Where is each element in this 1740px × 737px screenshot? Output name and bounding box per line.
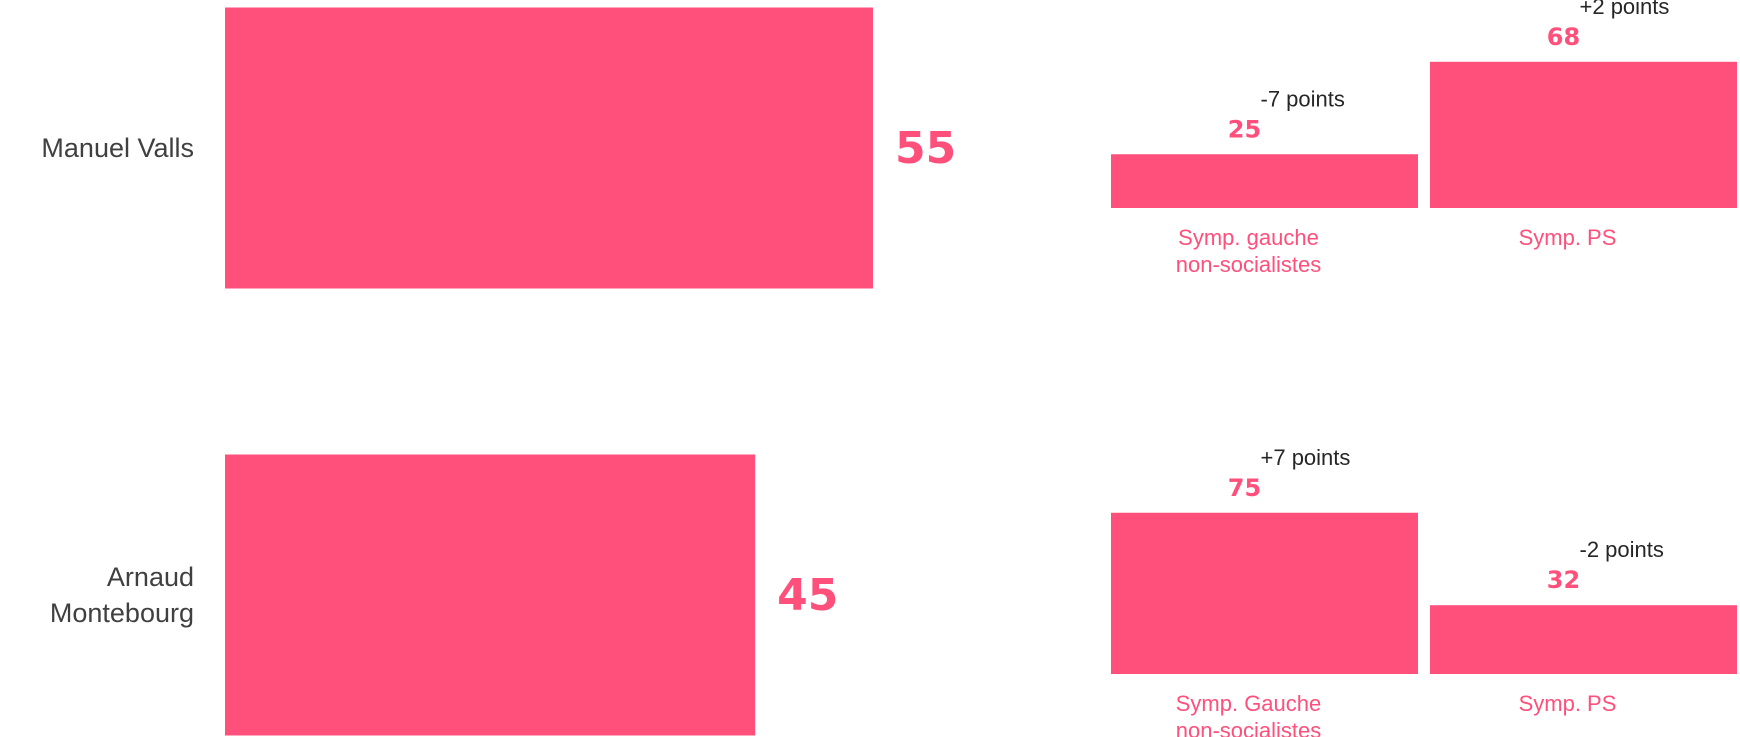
category-label: Symp. gauche xyxy=(1178,225,1319,250)
category-label: non-socialistes xyxy=(1176,252,1322,277)
sub-bar xyxy=(1111,512,1418,674)
category-label: Symp. Gauche xyxy=(1176,691,1322,716)
sub-bar xyxy=(1430,61,1737,208)
sub-value-label: 25 xyxy=(1228,115,1261,143)
sub-value-label: 75 xyxy=(1228,474,1261,502)
main-value-label: 45 xyxy=(777,570,838,621)
montebourg-breakdown-chart: 75+7 points Symp. Gauche non-socialistes 32… xyxy=(1111,445,1737,737)
category-label: Symp. PS xyxy=(1519,225,1617,250)
change-label: -2 points xyxy=(1580,537,1664,562)
candidate-label: Manuel Valls xyxy=(41,133,194,163)
sub-value-label: 68 xyxy=(1547,23,1580,51)
candidate-label: Montebourg xyxy=(50,598,194,628)
main-bar xyxy=(225,454,756,736)
change-label: +2 points xyxy=(1580,0,1670,19)
sub-bar xyxy=(1111,154,1418,208)
main-value-label: 55 xyxy=(895,123,956,174)
sub-value-label: 32 xyxy=(1547,566,1580,594)
main-bar-chart: Manuel Valls 55 Arnaud Montebourg 45 xyxy=(41,7,956,736)
category-label: Symp. PS xyxy=(1519,691,1617,716)
sub-bar xyxy=(1430,605,1737,674)
change-label: +7 points xyxy=(1261,445,1351,470)
change-label: -7 points xyxy=(1261,86,1345,111)
candidate-label: Arnaud xyxy=(107,562,194,592)
category-label: non-socialistes xyxy=(1176,718,1322,737)
main-bar xyxy=(225,7,873,289)
